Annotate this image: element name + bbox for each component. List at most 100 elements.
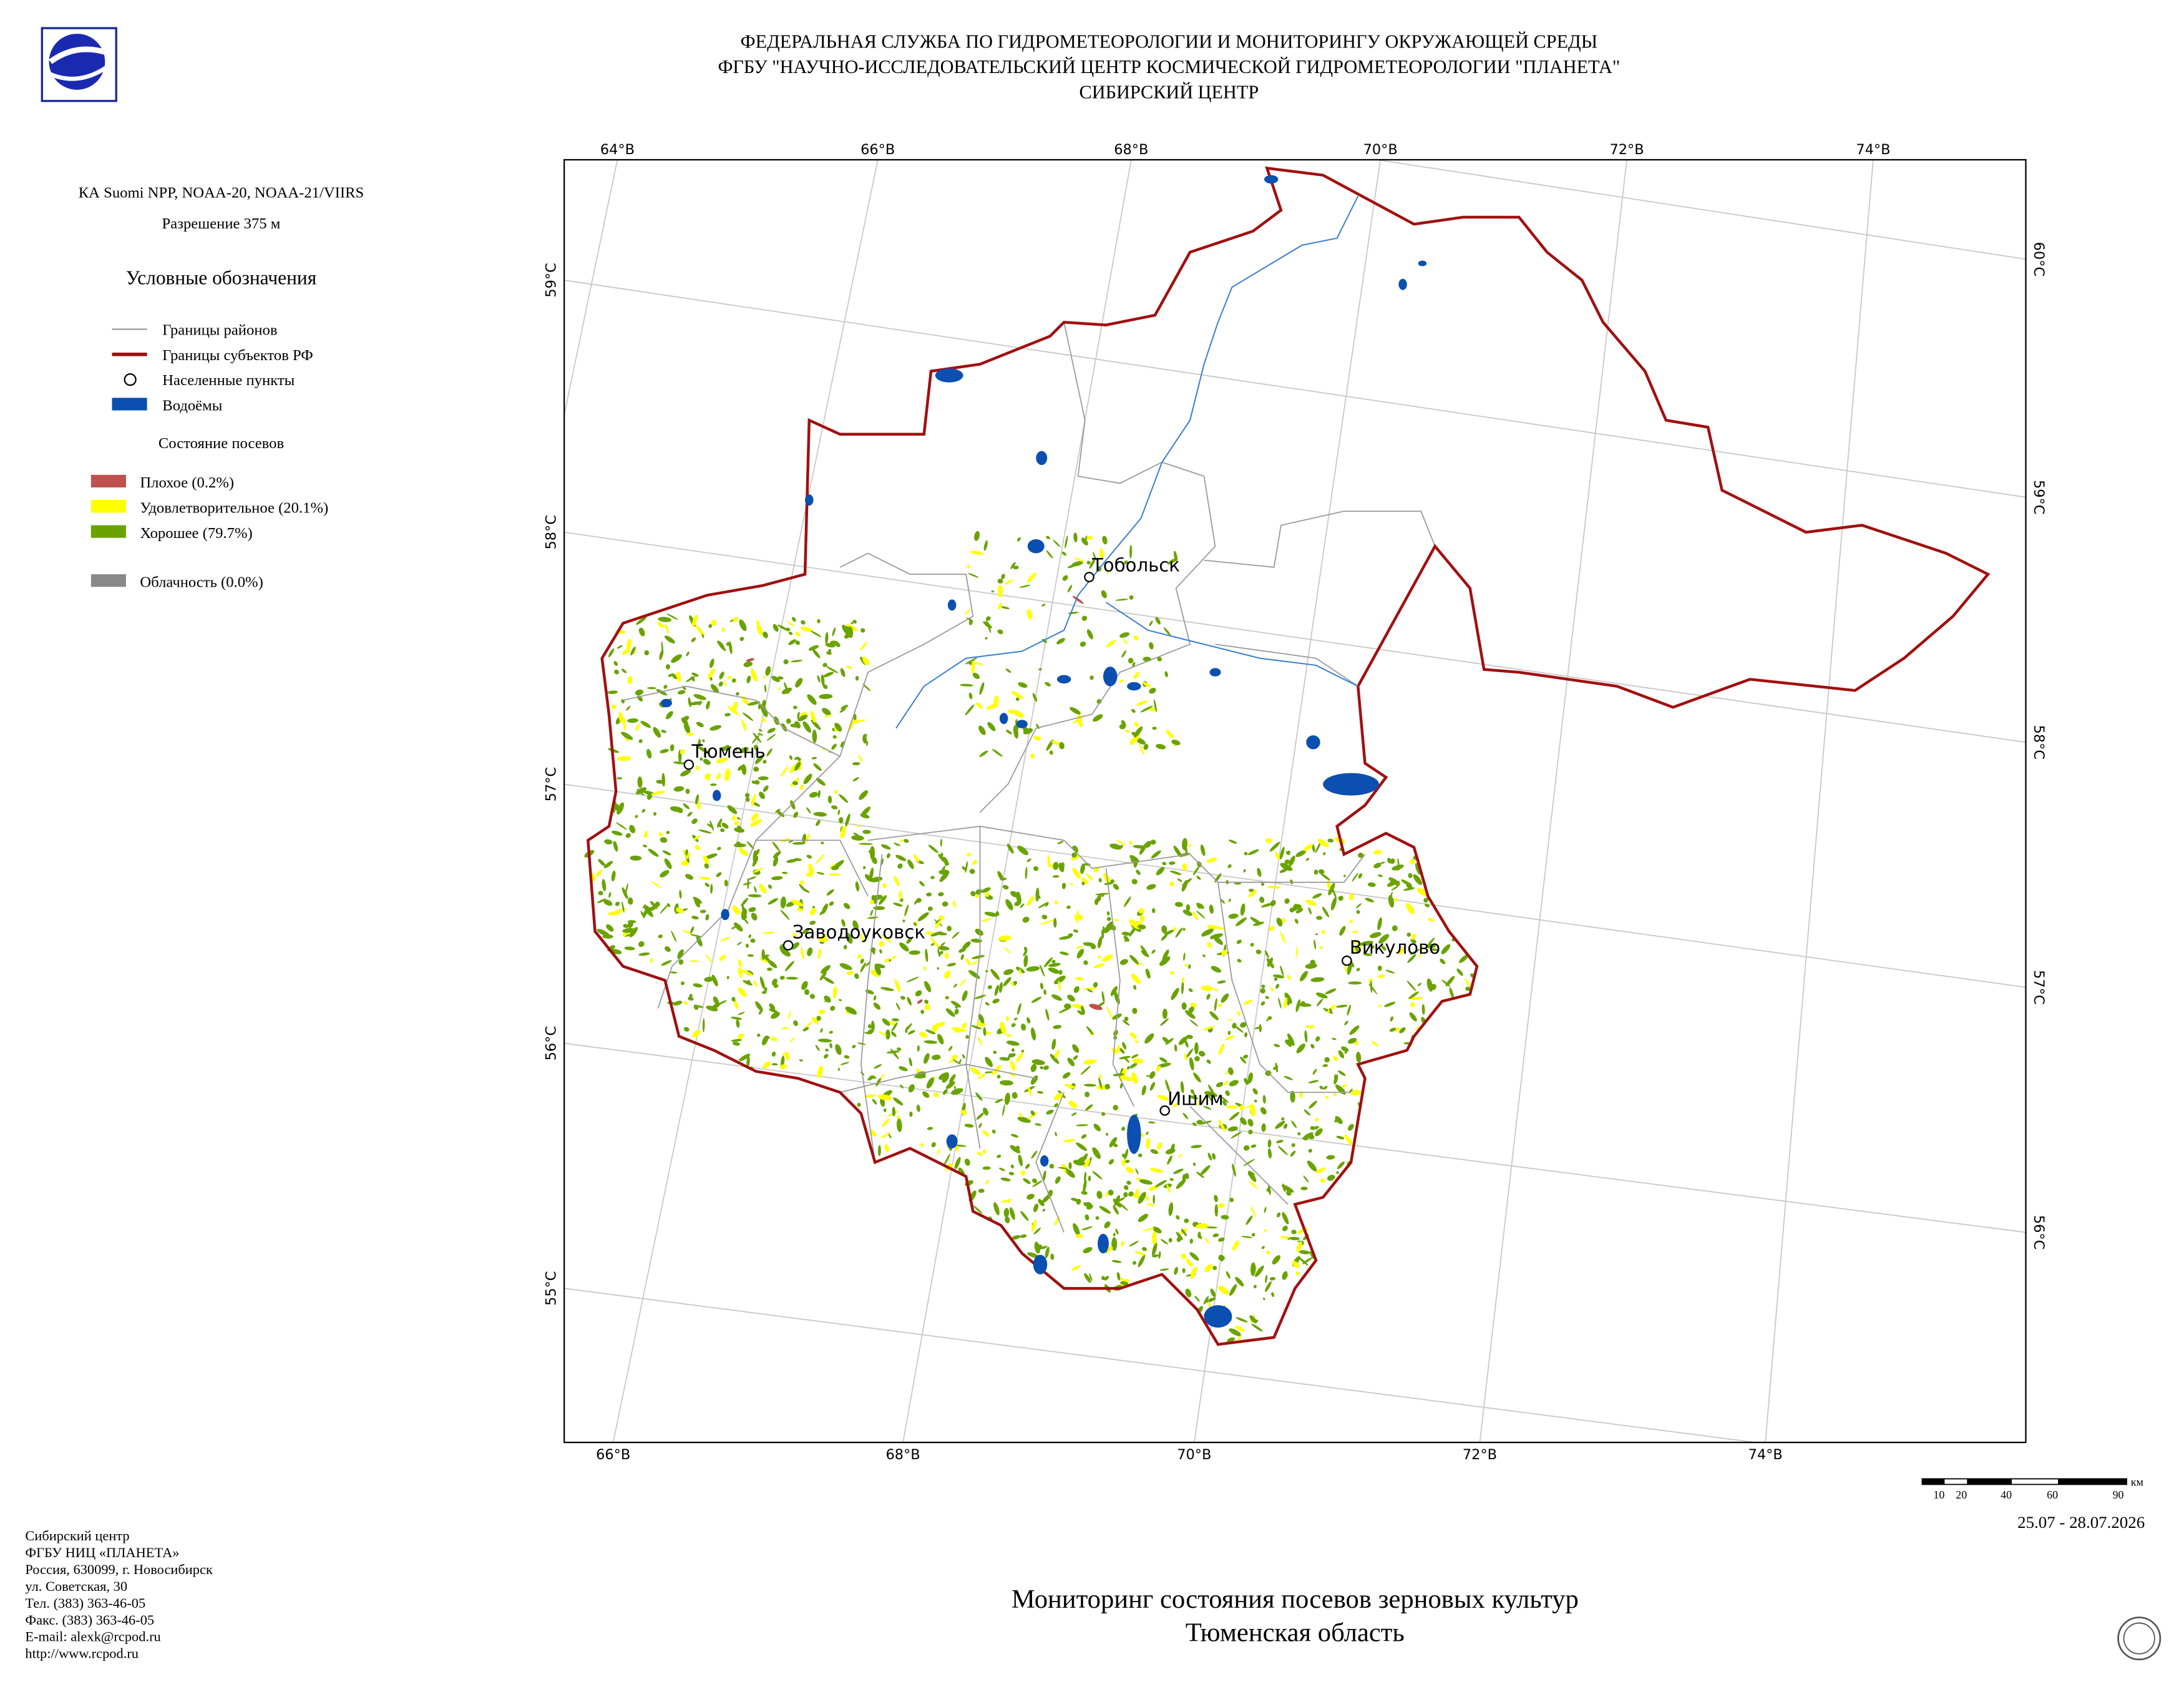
crop-field	[1132, 1058, 1144, 1064]
crop-field	[1201, 929, 1214, 936]
label: ФЕДЕРАЛЬНАЯ СЛУЖБА ПО ГИДРОМЕТЕОРОЛОГИИ …	[741, 31, 1597, 52]
crop-field	[1149, 687, 1156, 694]
crop-field	[621, 731, 633, 740]
header: ФЕДЕРАЛЬНАЯ СЛУЖБА ПО ГИДРОМЕТЕОРОЛОГИИ …	[718, 31, 1621, 103]
water-bodies	[660, 175, 1427, 1328]
label: Сибирский центр	[25, 1528, 129, 1543]
crop-field	[705, 777, 710, 781]
crop-field	[739, 637, 744, 642]
crop-field	[1267, 1139, 1272, 1148]
crop-field	[1048, 967, 1060, 974]
crop-field	[1132, 1193, 1140, 1199]
crop-field	[995, 1098, 1003, 1103]
crop-field	[937, 949, 940, 957]
crop-field	[793, 1020, 798, 1026]
crop-field	[1426, 937, 1435, 948]
crop-field	[1247, 1072, 1253, 1083]
crop-field	[998, 1167, 1005, 1171]
crop-field	[1261, 1246, 1265, 1249]
crop-field	[1055, 1049, 1060, 1059]
crop-field	[1001, 606, 1010, 610]
label: Населенные пункты	[162, 372, 295, 389]
crop-field	[1185, 1173, 1189, 1180]
crop-field	[1251, 1323, 1263, 1332]
label: Заводоуковск	[792, 921, 925, 942]
crop-field	[1177, 878, 1182, 883]
label: ФГБУ НИЦ «ПЛАНЕТА»	[25, 1545, 179, 1560]
crop-field	[1210, 1288, 1216, 1298]
crop-field	[1123, 1191, 1128, 1198]
crop-field	[1033, 1227, 1041, 1235]
crop-field	[1327, 1004, 1336, 1013]
crop-field	[1040, 982, 1044, 990]
crop-field	[960, 954, 964, 960]
map-feature	[1765, 159, 1874, 1443]
crop-field	[1023, 954, 1028, 967]
crop-field	[983, 540, 988, 551]
crop-field	[1110, 879, 1114, 884]
crop-field	[1365, 897, 1374, 902]
crop-field	[1260, 902, 1274, 907]
label: 66°В	[596, 1447, 630, 1463]
district-boundaries	[623, 322, 1436, 1233]
crop-field	[1381, 945, 1387, 951]
crop-field	[1105, 1191, 1109, 1197]
crop-field	[617, 756, 631, 761]
crop-field	[890, 1049, 899, 1060]
crop-field	[954, 1156, 961, 1170]
crop-field	[787, 621, 795, 627]
map-feature	[1204, 511, 1436, 568]
crop-field	[727, 675, 732, 680]
crop-field	[1162, 1009, 1168, 1019]
crop-field	[1123, 936, 1129, 942]
crop-field	[1284, 1076, 1293, 1080]
crop-field	[1032, 693, 1038, 702]
crop-field	[771, 876, 783, 881]
map-feature	[1033, 1254, 1048, 1274]
crop-field	[743, 882, 752, 886]
crop-field	[1332, 1038, 1337, 1040]
crop-field	[1083, 1083, 1096, 1087]
crop-field	[1146, 1131, 1149, 1135]
crop-field	[678, 754, 681, 763]
crop-field	[751, 912, 758, 921]
crop-field	[1129, 544, 1133, 559]
crop-field	[662, 850, 671, 856]
crop-field	[710, 683, 719, 693]
crop-field	[691, 916, 699, 920]
crop-field	[1141, 1085, 1146, 1095]
crop-field	[689, 960, 700, 962]
crop-field	[731, 926, 736, 929]
crop-field	[1019, 584, 1031, 588]
crop-field	[925, 1029, 936, 1035]
crop-field	[1176, 1236, 1181, 1242]
crop-field	[648, 848, 659, 857]
crop-field	[913, 922, 917, 926]
crop-field	[785, 1053, 790, 1061]
crop-field	[1131, 708, 1136, 713]
crop-field	[1295, 946, 1298, 959]
crop-field	[825, 632, 829, 645]
crop-field	[1066, 1168, 1075, 1178]
crop-field	[942, 1088, 948, 1095]
crop-field	[965, 657, 978, 665]
crop-field	[1139, 843, 1148, 855]
crop-field	[1110, 986, 1118, 997]
crop-field	[1104, 882, 1113, 885]
crop-field	[755, 1001, 763, 1012]
crop-field	[687, 811, 693, 817]
crop-field	[1161, 1239, 1168, 1244]
crop-field	[1279, 868, 1288, 873]
crop-field	[705, 954, 713, 964]
crop-field	[1036, 1091, 1044, 1094]
crop-field	[1158, 1251, 1161, 1259]
crop-field	[924, 1053, 930, 1064]
crop-field	[773, 623, 779, 632]
crop-field	[1171, 987, 1179, 1000]
crop-field	[1318, 839, 1329, 848]
crop-field	[839, 708, 846, 713]
crop-field	[1244, 851, 1248, 856]
crop-field	[1101, 1112, 1106, 1116]
crop-field	[992, 999, 1000, 1004]
crop-field	[920, 1009, 924, 1014]
